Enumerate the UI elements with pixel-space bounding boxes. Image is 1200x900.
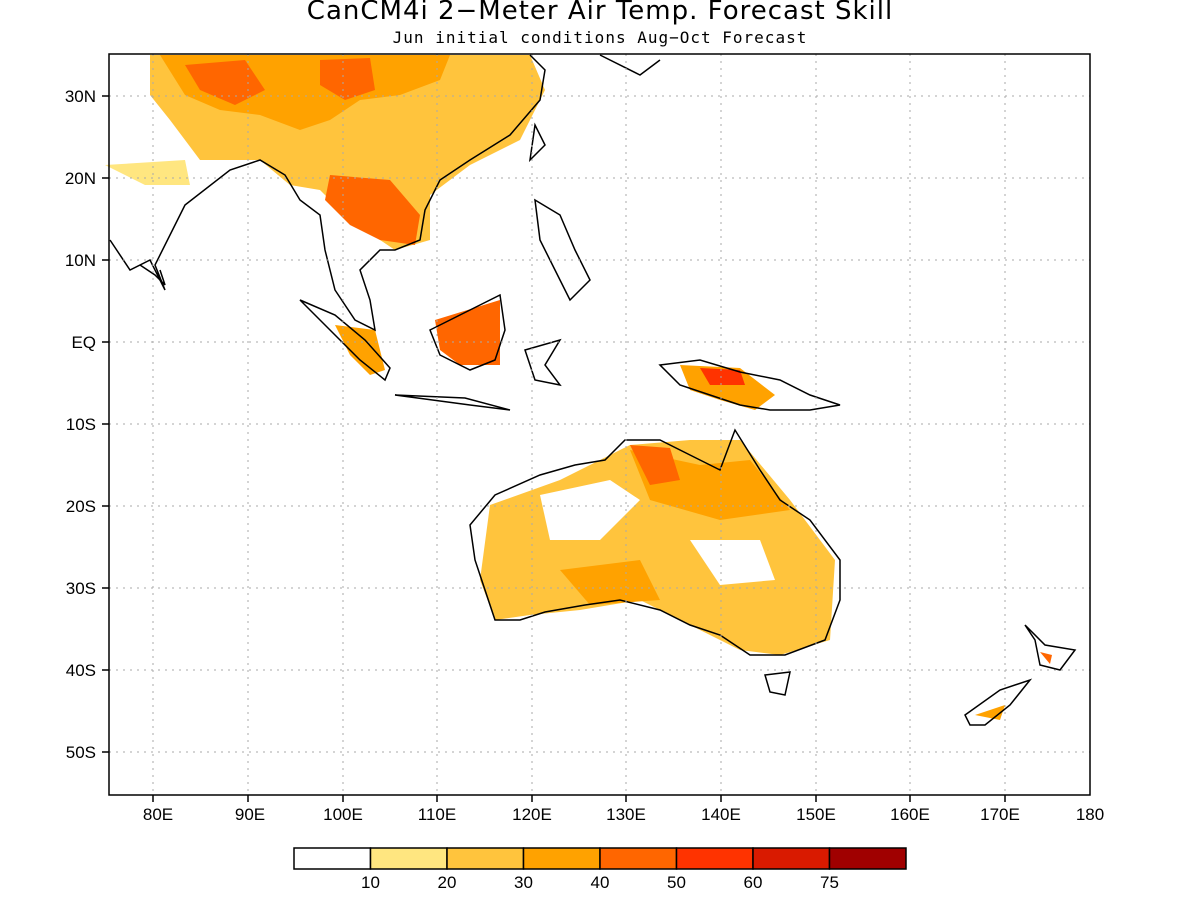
tick-marks xyxy=(102,95,1006,802)
coast-nz-south xyxy=(964,678,1033,726)
chart-subtitle: Jun initial conditions Aug−Oct Forecast xyxy=(392,28,808,47)
colorbar-label: 40 xyxy=(591,873,610,892)
lon-label: 110E xyxy=(418,805,456,824)
shade-tibet-red xyxy=(185,60,265,105)
colorbar-bin xyxy=(522,847,601,870)
chart-title: CanCM4i 2−Meter Air Temp. Forecast Skill xyxy=(306,0,894,26)
colorbar-bin xyxy=(446,847,525,870)
coastlines xyxy=(109,54,1077,726)
shade-australia-white1 xyxy=(540,480,640,540)
shade-australia-white2 xyxy=(690,540,775,585)
lon-label: 130E xyxy=(606,805,646,824)
colorbar-bin xyxy=(752,847,831,870)
shade-borneo xyxy=(435,300,500,365)
colorbar-label: 75 xyxy=(820,873,839,892)
lat-label: 50S xyxy=(66,743,96,762)
lat-label: EQ xyxy=(71,333,96,352)
lon-labels: 80E 90E 100E 110E 120E 130E 140E 150E 16… xyxy=(143,805,1104,824)
colorbar-bin xyxy=(599,847,678,870)
coast-borneo xyxy=(429,293,506,371)
colorbar-label: 20 xyxy=(438,873,457,892)
lon-label: 120E xyxy=(512,805,552,824)
colorbar-label: 30 xyxy=(514,873,533,892)
lat-label: 40S xyxy=(66,661,96,680)
coast-asia xyxy=(109,54,546,332)
shade-australia-red xyxy=(630,445,680,485)
lon-label: 90E xyxy=(235,805,265,824)
colorbar-bin xyxy=(293,847,372,870)
lon-label: 150E xyxy=(796,805,836,824)
lon-label: 160E xyxy=(890,805,930,824)
lon-label: 170E xyxy=(980,805,1020,824)
coast-japan xyxy=(599,54,661,76)
lon-label: 140E xyxy=(701,805,741,824)
lon-label: 80E xyxy=(143,805,173,824)
coast-india-south xyxy=(139,264,166,286)
shade-indochina xyxy=(325,175,420,245)
shade-new-guinea-red xyxy=(700,368,745,385)
coast-java xyxy=(394,394,511,411)
colorbar-bin xyxy=(828,847,907,870)
skill-shading xyxy=(105,55,1052,720)
lat-label: 20S xyxy=(66,497,96,516)
gridlines xyxy=(109,54,1090,795)
coast-tasmania xyxy=(764,671,791,696)
colorbar: 10 20 30 40 50 60 75 xyxy=(293,847,907,892)
colorbar-label: 60 xyxy=(744,873,763,892)
coast-australia xyxy=(469,428,841,656)
lon-label: 100E xyxy=(323,805,363,824)
coast-sumatra xyxy=(299,299,391,382)
colorbar-label: 50 xyxy=(667,873,686,892)
lat-label: 30N xyxy=(65,87,96,106)
shade-sumatra xyxy=(335,325,385,375)
lat-labels: 30N 20N 10N EQ 10S 20S 30S 40S 50S xyxy=(65,87,96,762)
shade-australia-central xyxy=(560,560,660,605)
lat-label: 30S xyxy=(66,579,96,598)
shade-nz-north xyxy=(1040,652,1052,664)
colorbar-label: 10 xyxy=(361,873,380,892)
coast-sulawesi xyxy=(524,338,562,387)
lat-label: 20N xyxy=(65,169,96,188)
shade-nz-south xyxy=(975,705,1005,720)
shade-india-north xyxy=(105,160,190,185)
lon-label: 180 xyxy=(1076,805,1104,824)
shade-new-guinea xyxy=(680,365,775,410)
colorbar-bin xyxy=(369,847,448,870)
coast-nz-north xyxy=(1024,624,1077,671)
coast-taiwan xyxy=(528,122,546,163)
coast-new-guinea xyxy=(658,359,841,411)
lat-label: 10S xyxy=(66,415,96,434)
coast-philippines xyxy=(534,198,591,302)
colorbar-bin xyxy=(675,847,754,870)
lat-label: 10N xyxy=(65,251,96,270)
shade-china-red xyxy=(320,58,375,100)
